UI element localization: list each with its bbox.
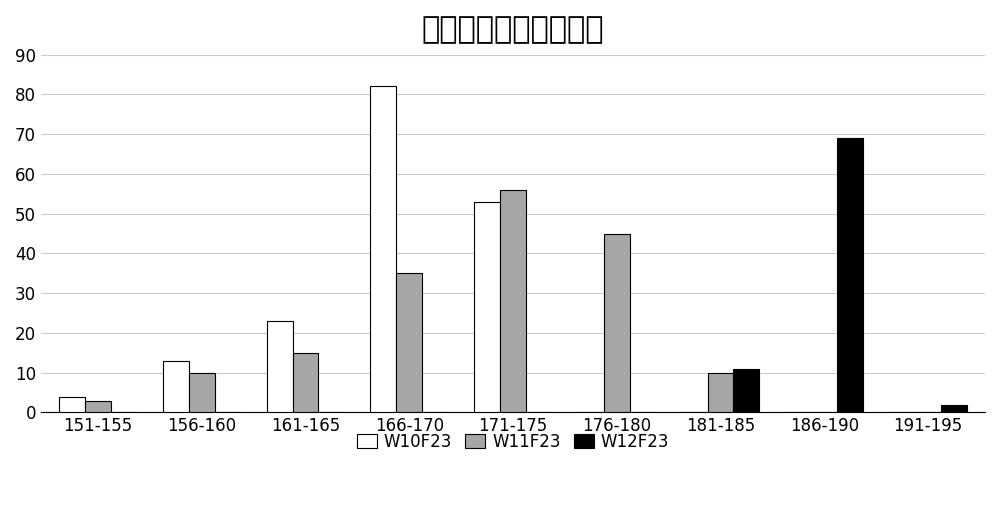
Bar: [474, 202, 500, 413]
Bar: [733, 369, 759, 413]
Bar: [370, 86, 396, 413]
Bar: [500, 190, 526, 413]
Bar: [837, 138, 863, 413]
Legend: W10F23, W11F23, W12F23: W10F23, W11F23, W12F23: [350, 427, 676, 458]
Bar: [59, 396, 85, 413]
Bar: [604, 233, 630, 413]
Title: 不同群体开花期分布图: 不同群体开花期分布图: [422, 15, 604, 44]
Bar: [293, 353, 318, 413]
Bar: [267, 321, 293, 413]
Bar: [85, 401, 111, 413]
Bar: [941, 404, 967, 413]
Bar: [163, 361, 189, 413]
Bar: [708, 373, 733, 413]
Bar: [189, 373, 215, 413]
Bar: [396, 274, 422, 413]
